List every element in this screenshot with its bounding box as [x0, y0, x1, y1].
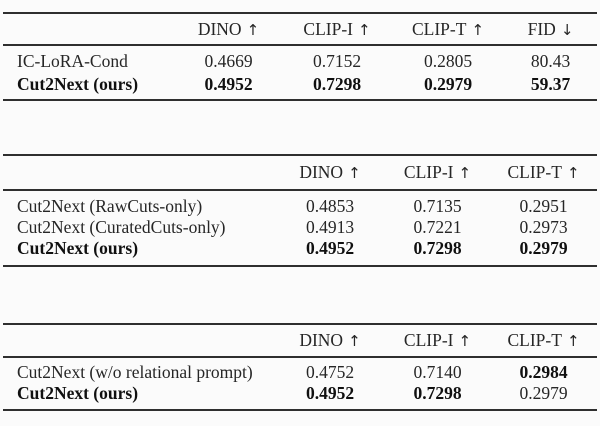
- table-header-row: DINO ↑ CLIP-I ↑ CLIP-T ↑ FID ↓: [3, 14, 597, 46]
- metric-value: 0.4752: [305, 362, 355, 382]
- row-label: Cut2Next (ours): [17, 238, 139, 258]
- metric-value: 59.37: [530, 74, 571, 94]
- metric-value: 0.7140: [413, 362, 462, 382]
- metric-value: 0.4952: [204, 74, 253, 94]
- metric-value: 0.2984: [519, 362, 568, 382]
- column-header-clip-i: CLIP-I ↑: [385, 162, 490, 183]
- arrow-up-icon: ↑: [458, 164, 472, 182]
- metric-value: 0.7298: [413, 383, 462, 403]
- row-label: Cut2Next (w/o relational prompt): [17, 362, 253, 382]
- metric-value: 0.2979: [519, 238, 568, 258]
- column-header-clip-i: CLIP-I ↑: [385, 330, 490, 351]
- metric-value: 0.7298: [413, 238, 462, 258]
- arrow-up-icon: ↑: [566, 164, 580, 182]
- row-label: Cut2Next (CuratedCuts-only): [17, 217, 226, 237]
- column-header-dino: DINO ↑: [175, 19, 282, 40]
- table-header-row: DINO ↑ CLIP-I ↑ CLIP-T ↑: [3, 325, 597, 358]
- row-label: Cut2Next (RawCuts-only): [17, 196, 203, 216]
- table-body: Cut2Next (RawCuts-only) 0.4853 0.7135 0.…: [3, 191, 597, 265]
- metric-value: 0.2951: [519, 196, 568, 216]
- table-row: Cut2Next (ours) 0.4952 0.7298 0.2979 59.…: [3, 73, 597, 96]
- column-header-label: DINO: [299, 162, 344, 182]
- row-label: Cut2Next (ours): [17, 383, 139, 403]
- table-body: Cut2Next (w/o relational prompt) 0.4752 …: [3, 358, 597, 409]
- table-row: Cut2Next (ours) 0.4952 0.7298 0.2979: [3, 238, 597, 259]
- row-label: IC-LoRA-Cond: [17, 51, 128, 71]
- metric-value: 0.2973: [519, 217, 568, 237]
- metric-value: 0.4952: [305, 238, 355, 258]
- metric-value: 0.2979: [423, 74, 473, 94]
- column-header-dino: DINO ↑: [275, 162, 385, 183]
- metric-value: 0.7221: [413, 217, 462, 237]
- table-row: Cut2Next (ours) 0.4952 0.7298 0.2979: [3, 383, 597, 404]
- column-header-dino: DINO ↑: [275, 330, 385, 351]
- metric-value: 0.4913: [305, 217, 355, 237]
- arrow-up-icon: ↑: [471, 20, 485, 39]
- column-header-label: DINO: [299, 330, 344, 350]
- metric-value: 80.43: [530, 51, 571, 71]
- table-data-ablation: DINO ↑ CLIP-I ↑ CLIP-T ↑ Cut2Next (RawCuts-…: [3, 154, 597, 267]
- metric-value: 0.2805: [423, 51, 473, 71]
- metric-value: 0.4952: [305, 383, 355, 403]
- column-header-label: CLIP-I: [403, 330, 454, 350]
- arrow-down-icon: ↓: [560, 20, 574, 39]
- table-row: Cut2Next (w/o relational prompt) 0.4752 …: [3, 362, 597, 383]
- arrow-up-icon: ↑: [348, 332, 361, 350]
- column-header-clip-t: CLIP-T ↑: [490, 162, 597, 183]
- table-header-row: DINO ↑ CLIP-I ↑ CLIP-T ↑: [3, 156, 597, 191]
- table-row: Cut2Next (CuratedCuts-only) 0.4913 0.722…: [3, 217, 597, 238]
- metric-value: 0.2979: [519, 383, 568, 403]
- arrow-up-icon: ↑: [348, 164, 361, 182]
- column-header-clip-t: CLIP-T ↑: [392, 19, 504, 40]
- column-header-label: CLIP-T: [411, 18, 467, 39]
- column-header-label: CLIP-T: [507, 162, 562, 182]
- row-label: Cut2Next (ours): [17, 74, 139, 94]
- column-header-label: CLIP-I: [403, 162, 454, 182]
- arrow-up-icon: ↑: [358, 20, 371, 39]
- arrow-up-icon: ↑: [566, 332, 580, 350]
- metric-value: 0.4669: [204, 51, 253, 71]
- table-prompt-ablation: DINO ↑ CLIP-I ↑ CLIP-T ↑ Cut2Next (w/o rela…: [3, 323, 597, 411]
- column-header-clip-t: CLIP-T ↑: [490, 330, 597, 351]
- table-row: IC-LoRA-Cond 0.4669 0.7152 0.2805 80.43: [3, 50, 597, 73]
- metric-value: 0.7298: [312, 74, 362, 94]
- column-header-label: DINO: [197, 18, 242, 39]
- table-body: IC-LoRA-Cond 0.4669 0.7152 0.2805 80.43 …: [3, 46, 597, 99]
- metric-value: 0.4853: [305, 196, 355, 216]
- metric-value: 0.7152: [312, 51, 362, 71]
- column-header-label: FID: [527, 18, 556, 39]
- column-header-label: CLIP-T: [507, 330, 562, 350]
- column-header-label: CLIP-I: [303, 18, 353, 39]
- column-header-clip-i: CLIP-I ↑: [282, 19, 392, 40]
- arrow-up-icon: ↑: [458, 332, 472, 350]
- table-row: Cut2Next (RawCuts-only) 0.4853 0.7135 0.…: [3, 196, 597, 217]
- arrow-up-icon: ↑: [246, 20, 260, 39]
- column-header-fid: FID ↓: [504, 19, 597, 40]
- table-quantitative-comparison: DINO ↑ CLIP-I ↑ CLIP-T ↑ FID ↓ IC-LoRA-Cond …: [3, 12, 597, 101]
- metric-value: 0.7135: [413, 196, 462, 216]
